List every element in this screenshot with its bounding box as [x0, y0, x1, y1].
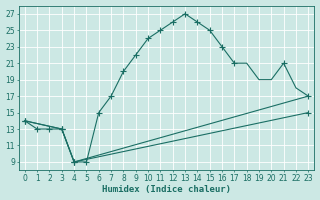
X-axis label: Humidex (Indice chaleur): Humidex (Indice chaleur) [102, 185, 231, 194]
